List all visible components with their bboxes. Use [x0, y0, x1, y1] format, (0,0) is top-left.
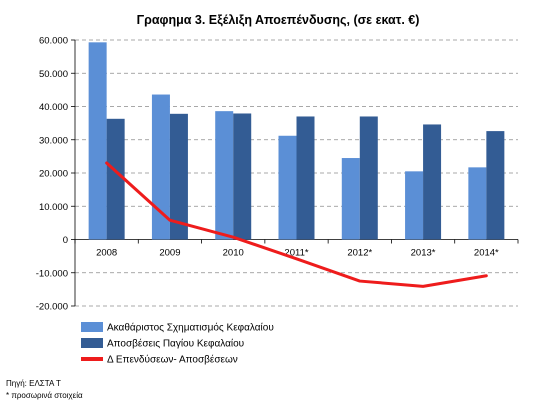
category-label: 2011* [284, 248, 308, 259]
category-label: 2008 [96, 248, 117, 259]
y-tick-label: -20.000 [36, 302, 68, 313]
line-series [105, 161, 488, 288]
category-label: 2014* [474, 248, 499, 259]
bar-gross-capital [341, 158, 360, 240]
bar-depreciation [359, 116, 378, 240]
bar-depreciation [486, 131, 505, 240]
y-tick-label: 0 [63, 235, 68, 246]
y-tick-label: 40.000 [39, 102, 68, 113]
legend-swatch [81, 322, 103, 332]
gridlines [75, 39, 518, 307]
bar-series [88, 42, 505, 240]
legend: Ακαθάριστος Σχηματισμός Κεφαλαίου Αποσβέσ… [81, 322, 274, 366]
bar-gross-capital [468, 167, 487, 240]
y-tick-label: -10.000 [36, 268, 68, 279]
y-tick-label: 60.000 [39, 36, 68, 47]
provisional-note: * προσωρινά στοιχεία [6, 391, 83, 400]
legend-label: Ακαθάριστος Σχηματισμός Κεφαλαίου [107, 322, 274, 334]
category-label: 2010 [223, 248, 244, 259]
y-tick-label: 30.000 [39, 135, 68, 146]
bar-depreciation [423, 124, 442, 240]
category-label: 2012* [347, 248, 372, 259]
category-label: 2009 [159, 248, 180, 259]
y-tick-label: 20.000 [39, 169, 68, 180]
bar-gross-capital [278, 135, 297, 240]
bar-gross-capital [405, 171, 424, 240]
bar-gross-capital [215, 111, 234, 240]
bar-gross-capital [88, 42, 107, 240]
y-tick-label: 50.000 [39, 69, 68, 80]
bar-depreciation [233, 113, 252, 240]
bar-depreciation [169, 113, 188, 240]
chart-title: Γραφημα 3. Εξέλιξη Αποεπένδυσης, (σε εκα… [137, 13, 420, 27]
legend-label: Αποσβέσεις Παγίου Κεφαλαίου [107, 338, 244, 350]
legend-swatch [81, 338, 103, 348]
source-note: Πηγή: ΕΛΣΤΑ Τ [6, 379, 61, 388]
line-investment-minus-depreciation [105, 161, 488, 288]
legend-label: Δ Επενδύσεων- Αποσβέσεων [107, 354, 238, 366]
category-label: 2013* [411, 248, 436, 259]
y-tick-label: 10.000 [39, 202, 68, 213]
bar-gross-capital [151, 94, 170, 240]
bar-depreciation [106, 118, 125, 240]
bar-depreciation [296, 116, 315, 240]
axes: 60.000 50.000 40.000 30.000 20.000 10.000 0 -10… [36, 36, 519, 313]
